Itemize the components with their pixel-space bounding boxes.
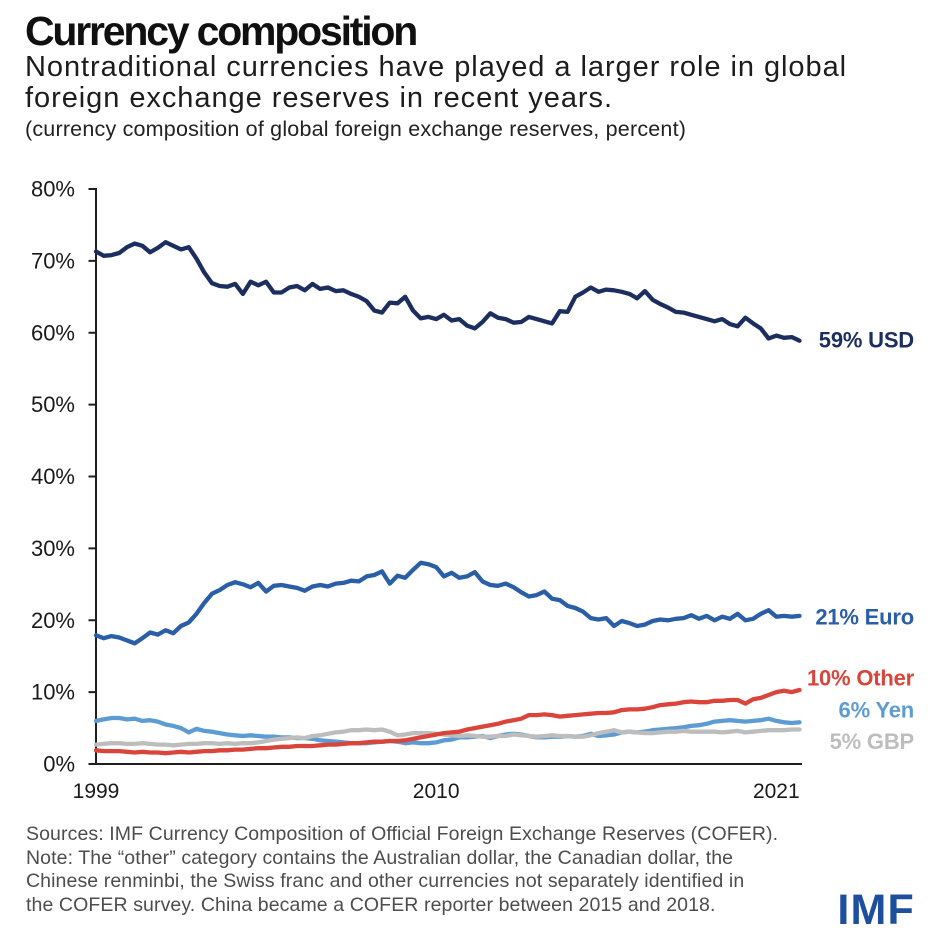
source-note-line: Chinese renminbi, the Swiss franc and ot… <box>26 870 745 893</box>
y-tick-label: 70% <box>31 248 75 273</box>
x-tick-label: 2010 <box>413 780 460 803</box>
series-line-yen <box>93 715 802 746</box>
chart-caption: (currency composition of global foreign … <box>25 117 687 141</box>
y-tick-label: 0% <box>43 752 75 777</box>
series-end-label-usd: 59% USD <box>819 328 914 353</box>
source-note-line: the COFER survey. China became a COFER r… <box>26 893 716 916</box>
y-tick-label: 80% <box>31 177 75 202</box>
series-end-label-euro: 21% Euro <box>815 605 914 630</box>
series-end-label-yen: 6% Yen <box>839 698 914 723</box>
y-tick-label: 40% <box>31 464 75 489</box>
series-end-label-other: 10% Other <box>807 666 915 691</box>
y-tick-label: 50% <box>31 392 75 417</box>
source-note: Sources: IMF Currency Composition of Off… <box>26 823 778 917</box>
y-tick-label: 30% <box>31 536 75 561</box>
imf-logo: IMF <box>837 886 915 934</box>
series-line-other <box>93 687 802 756</box>
x-tick-label: 2021 <box>753 780 800 803</box>
y-tick-label: 20% <box>31 608 75 633</box>
chart-title: Currency composition <box>25 8 418 54</box>
series-end-label-gbp: 5% GBP <box>830 729 914 754</box>
series-line-euro <box>93 560 802 646</box>
source-note-line: Note: The “other” category contains the … <box>26 846 734 869</box>
x-tick-label: 1999 <box>73 780 120 803</box>
y-tick-label: 10% <box>31 680 75 705</box>
source-note-line: Sources: IMF Currency Composition of Off… <box>26 823 779 845</box>
y-tick-label: 60% <box>31 320 75 345</box>
series-line-usd <box>93 240 802 343</box>
chart-subtitle: Nontraditional currencies have played a … <box>25 51 848 114</box>
